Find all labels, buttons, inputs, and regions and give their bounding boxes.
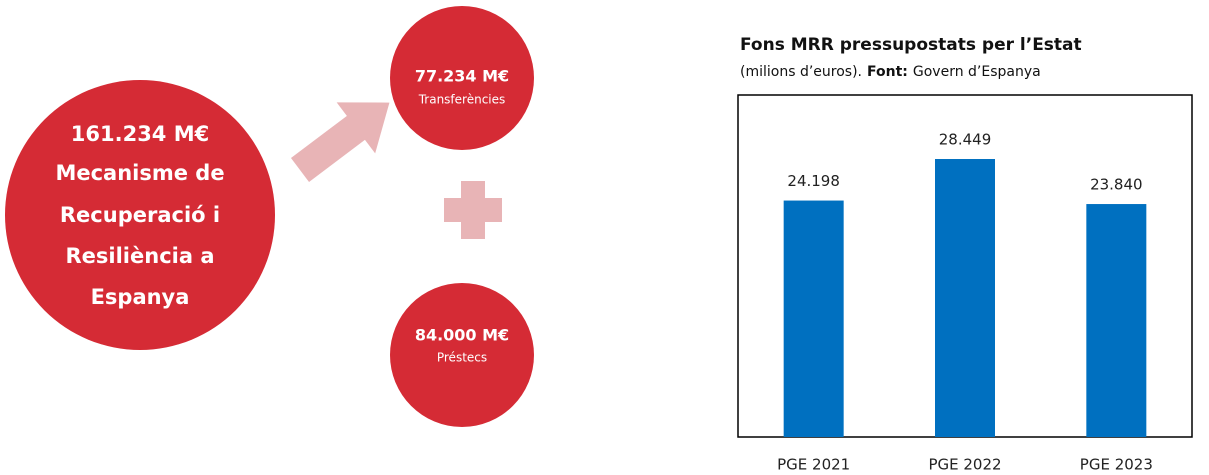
- total-line: Mecanisme de: [55, 161, 224, 185]
- chart-title: Fons MRR pressupostats per l’Estat: [740, 35, 1082, 55]
- bar: [1086, 204, 1147, 437]
- source-label: Font:: [867, 64, 908, 80]
- loans-label: Préstecs: [437, 351, 487, 365]
- transfers-circle: [390, 6, 534, 150]
- chart-subtitle: (milions d’euros). Font: Govern d’Espanya: [740, 64, 1041, 80]
- subtitle-text: (milions d’euros).: [740, 64, 862, 80]
- loans-circle: [390, 283, 534, 427]
- value-label: 23.840: [1090, 176, 1143, 194]
- bar: [935, 159, 995, 437]
- x-tick-label: PGE 2023: [1080, 456, 1153, 474]
- plus-sign: [444, 181, 502, 239]
- source: Govern d’Espanya: [913, 64, 1041, 80]
- total-line: Resiliència a: [66, 244, 215, 268]
- loans-amount: 84.000 M€: [415, 326, 509, 345]
- total-line: Espanya: [91, 285, 190, 309]
- value-label: 28.449: [939, 131, 992, 149]
- bar: [783, 200, 844, 437]
- x-tick-label: PGE 2022: [928, 456, 1001, 474]
- x-tick-label: PGE 2021: [777, 456, 850, 474]
- transfers-amount: 77.234 M€: [415, 67, 509, 86]
- arrow: [290, 102, 390, 182]
- total-circle: [5, 80, 275, 350]
- total-amount: 161.234 M€: [71, 122, 209, 146]
- value-label: 24.198: [787, 172, 840, 190]
- total-line: Recuperació i: [60, 203, 220, 227]
- transfers-label: Transferències: [418, 93, 506, 107]
